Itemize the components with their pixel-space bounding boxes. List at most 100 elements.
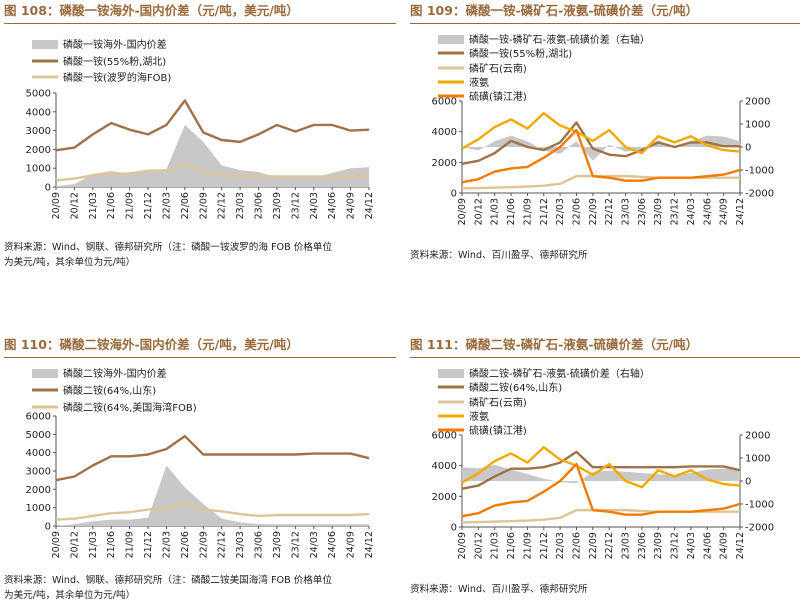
x-tick-label: 20/12: [69, 531, 80, 558]
x-tick-label: 21/03: [88, 531, 99, 558]
series-line: [55, 500, 370, 521]
x-tick-label: 24/03: [309, 531, 320, 558]
source-note-line1: 资料来源：Wind、钢联、德邦研究所（注：磷酸二铵美国海湾 FOB 价格单位: [4, 575, 333, 586]
x-tick-label: 24/12: [364, 192, 375, 219]
x-tick-label: 20/09: [51, 531, 62, 558]
y-tick-label: 6000: [432, 97, 457, 108]
x-tick-label: 22/12: [604, 198, 615, 225]
x-tick-label: 21/09: [522, 198, 533, 225]
series-line: [461, 112, 741, 155]
legend-label: 磷酸二铵海外-国内价差: [63, 367, 167, 380]
source-note-line2: 为美元/吨，其余单位为元/吨）: [4, 257, 136, 268]
x-tick-label: 21/03: [490, 532, 501, 559]
x-tick-label: 22/03: [555, 532, 566, 559]
y-tick-label: 3000: [26, 467, 51, 478]
series-line: [461, 121, 740, 166]
series-line: [55, 162, 370, 182]
legend-label: 磷酸一铵(波罗的海FOB): [63, 71, 171, 84]
x-tick-label: 22/03: [555, 198, 566, 225]
y-tick-label: 2000: [26, 145, 51, 156]
x-tick-label: 22/06: [180, 192, 191, 219]
x-tick-label: 23/09: [653, 198, 664, 225]
y-tick-label: 3000: [26, 126, 51, 137]
legend-label: 硫磺(镇江港): [469, 90, 527, 103]
x-tick-label: 20/12: [69, 192, 80, 219]
x-tick-label: 23/09: [272, 531, 283, 558]
legend-label: 磷酸二铵(64%,山东): [63, 384, 156, 397]
chart-111: 磷酸二铵-磷矿石-液氨-硫磺价差（右轴）磷酸二铵(64%,山东) 磷矿石(云南)液…: [432, 367, 775, 559]
y-tick-label: 5000: [26, 89, 51, 100]
legend-label: 硫磺(镇江港): [469, 424, 527, 437]
x-tick-label: 21/12: [539, 532, 550, 559]
series-area: [462, 135, 740, 161]
x-tick-label: 23/12: [290, 531, 301, 558]
legend-label: 磷酸二铵-磷矿石-液氨-硫磺价差（右轴）: [469, 367, 650, 380]
x-tick-label: 23/12: [290, 192, 301, 219]
legend-label: 磷酸二铵(64%,山东): [469, 381, 562, 394]
x-tick-label: 24/09: [719, 198, 730, 225]
y-tick-label: 6000: [26, 412, 51, 423]
series-area: [462, 464, 740, 484]
y2-tick-label: -2000: [745, 523, 774, 534]
y-tick-label: 4000: [432, 127, 457, 138]
x-tick-label: 22/09: [588, 532, 599, 559]
x-tick-label: 24/12: [735, 532, 746, 559]
x-tick-label: 21/12: [143, 531, 154, 558]
legend-swatch: [32, 369, 58, 378]
y2-tick-label: 2000: [745, 97, 770, 108]
series-line: [461, 128, 741, 184]
x-tick-label: 20/12: [473, 198, 484, 225]
y-tick-label: 2000: [432, 492, 457, 503]
x-tick-label: 21/06: [506, 198, 517, 225]
x-tick-label: 24/12: [364, 531, 375, 558]
y-tick-label: 4000: [26, 448, 51, 459]
y-tick-label: 6000: [432, 431, 457, 442]
y-tick-label: 0: [451, 523, 457, 534]
title-rule: [4, 357, 396, 358]
source-note-line1: 资料来源：Wind、百川盈孚、德邦研究所: [410, 584, 588, 595]
x-tick-label: 22/12: [604, 532, 615, 559]
x-tick-label: 22/03: [161, 531, 172, 558]
series-line: [55, 434, 370, 482]
legend-label: 磷酸一铵-磷矿石-液氨-硫磺价差（右轴）: [469, 33, 650, 46]
x-tick-label: 24/03: [309, 192, 320, 219]
y-tick-label: 1000: [26, 164, 51, 175]
x-tick-label: 23/03: [621, 532, 632, 559]
source-note-line1: 资料来源：Wind、百川盈孚、德邦研究所: [410, 250, 588, 261]
x-tick-label: 20/12: [473, 532, 484, 559]
x-tick-label: 22/09: [198, 192, 209, 219]
y-tick-label: 2000: [26, 485, 51, 496]
x-tick-label: 23/12: [670, 198, 681, 225]
x-tick-label: 23/03: [235, 192, 246, 219]
legend-label: 磷矿石(云南): [469, 62, 527, 75]
legend-label: 磷酸一铵(55%粉,湖北): [63, 55, 166, 68]
x-tick-label: 21/12: [539, 198, 550, 225]
source-note-line2: 为美元/吨，其余单位为元/吨）: [4, 590, 136, 601]
x-tick-label: 23/09: [272, 192, 283, 219]
figure-111: 图 111：磷酸二铵-磷矿石-液氨-硫磺价差（元/吨） 磷酸二铵-磷矿石-液氨-…: [410, 334, 800, 604]
legend-label: 磷矿石(云南): [469, 396, 527, 409]
x-tick-label: 24/09: [346, 531, 357, 558]
x-tick-label: 22/06: [571, 198, 582, 225]
y2-tick-label: 1000: [745, 454, 770, 465]
x-tick-label: 23/03: [621, 198, 632, 225]
x-tick-label: 22/06: [180, 531, 191, 558]
title-rule: [410, 357, 800, 358]
series-line: [55, 99, 370, 152]
x-tick-label: 22/09: [588, 198, 599, 225]
x-tick-label: 23/12: [670, 532, 681, 559]
x-tick-label: 22/03: [161, 192, 172, 219]
x-tick-label: 24/03: [686, 198, 697, 225]
legend-swatch: [438, 35, 464, 44]
legend-label: 液氨: [469, 76, 489, 89]
x-tick-label: 24/06: [702, 198, 713, 225]
x-tick-label: 20/09: [457, 198, 468, 225]
x-tick-label: 21/09: [522, 532, 533, 559]
title-rule: [4, 23, 396, 24]
x-tick-label: 21/12: [143, 192, 154, 219]
series-line: [461, 446, 741, 489]
y-tick-label: 0: [45, 522, 51, 533]
series-area: [56, 465, 369, 526]
